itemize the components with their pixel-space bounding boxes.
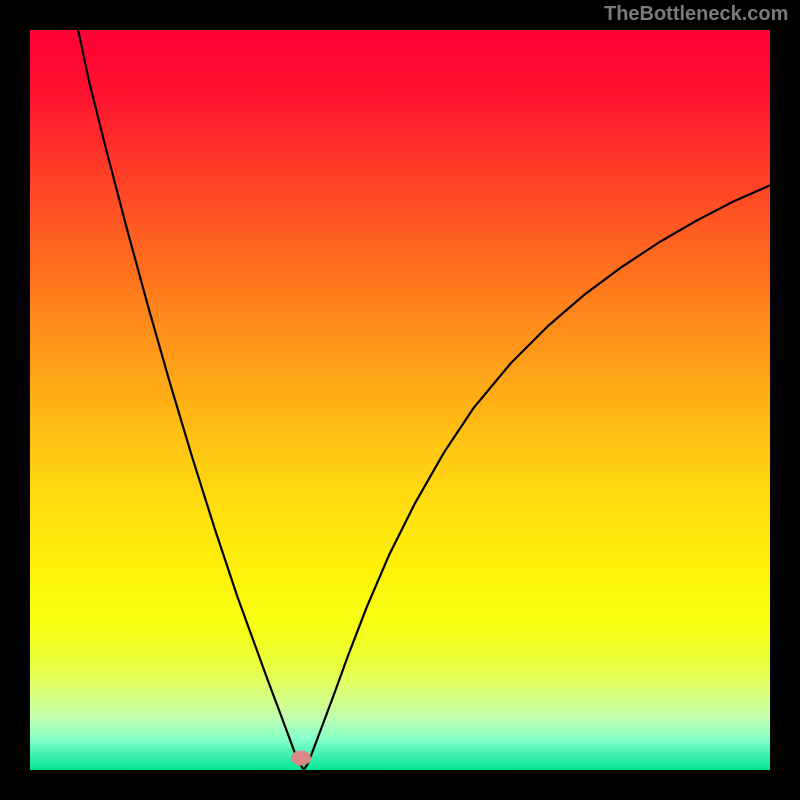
bottleneck-curve [30,30,770,770]
watermark-text: TheBottleneck.com [604,3,788,26]
chart-frame [0,0,800,800]
plot-area [30,30,770,770]
optimal-point-marker [291,751,311,766]
